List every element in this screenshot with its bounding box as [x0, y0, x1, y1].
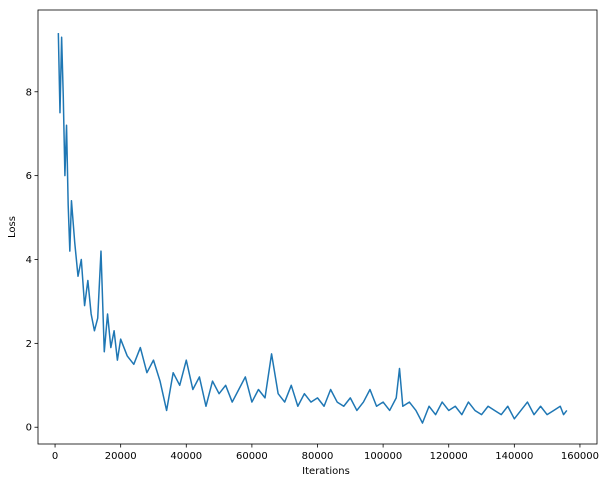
x-tick-label: 100000: [364, 451, 402, 462]
y-tick-label: 8: [26, 87, 32, 98]
x-tick-label: 0: [52, 451, 58, 462]
x-axis-label: Iterations: [302, 466, 350, 477]
x-tick-label: 160000: [561, 451, 599, 462]
y-tick-label: 2: [26, 339, 32, 350]
x-tick-label: 40000: [170, 451, 202, 462]
loss-line: [57, 33, 568, 424]
y-axis-label: Loss: [7, 216, 18, 238]
y-tick-label: 4: [26, 255, 32, 266]
x-tick-label: 80000: [302, 451, 334, 462]
plot-frame: [37, 9, 598, 445]
x-tick-label: 60000: [236, 451, 268, 462]
x-tick-label: 120000: [430, 451, 468, 462]
x-tick-label: 140000: [495, 451, 533, 462]
x-tick-label: 20000: [105, 451, 137, 462]
y-tick-label: 0: [26, 423, 32, 434]
y-tick-label: 6: [26, 171, 32, 182]
